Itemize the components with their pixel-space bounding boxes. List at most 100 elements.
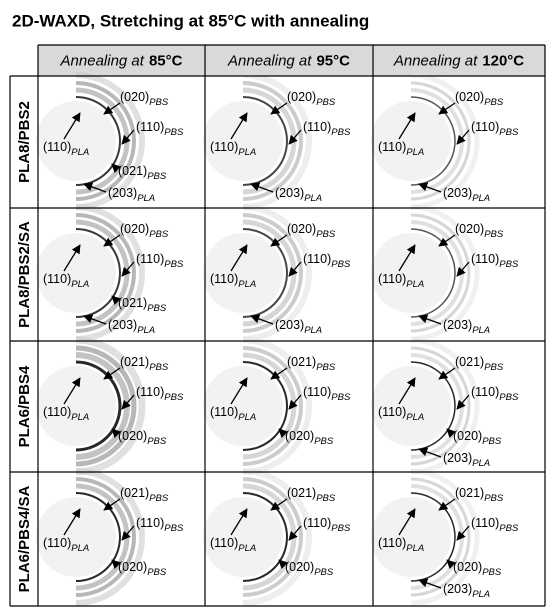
diffraction-ring: [75, 345, 137, 467]
label-arrow: [83, 182, 107, 193]
column-header: Annealing at 120°C: [393, 52, 524, 69]
reflection-phase: PBS: [331, 259, 351, 270]
reflection-label: (110)PLA: [210, 405, 256, 422]
reflection-phase: PLA: [71, 543, 89, 554]
label-arrow: [111, 428, 122, 439]
reflection-index: (020): [453, 560, 482, 574]
diffraction-glow: [36, 233, 116, 313]
reflection-phase: PBS: [147, 303, 167, 314]
reflection-phase: PBS: [316, 493, 336, 504]
reflection-label: (020)PBS: [285, 560, 334, 577]
label-arrow: [103, 367, 121, 380]
reflection-phase: PBS: [484, 362, 504, 373]
reflection-label: (110)PBS: [471, 516, 519, 533]
reflection-label: (203)PLA: [443, 451, 490, 468]
label-arrow: [250, 182, 274, 193]
diffraction-ring: [410, 72, 480, 210]
reflection-label: (021)PBS: [287, 486, 336, 503]
label-arrow: [111, 295, 122, 306]
header-prefix: Annealing at: [60, 52, 145, 69]
diffraction-glow: [36, 101, 116, 181]
diffraction-ring: [242, 228, 288, 318]
diffraction-ring: [75, 204, 145, 342]
label-arrow: [456, 129, 470, 145]
label-arrow: [456, 525, 470, 541]
reflection-label: (110)PBS: [136, 385, 184, 402]
reflection-phase: PBS: [164, 392, 184, 403]
reflection-label: (110)PLA: [43, 536, 89, 553]
reflection-label: (203)PLA: [275, 318, 322, 335]
reflection-label: (020)PBS: [118, 429, 167, 446]
label-arrow: [103, 234, 121, 247]
label-arrow: [230, 112, 248, 140]
reflection-phase: PLA: [472, 325, 490, 336]
reflection-index: (110): [136, 516, 164, 530]
label-arrow: [438, 498, 456, 511]
reflection-label: (110)PLA: [378, 140, 424, 157]
header-temp: 85°C: [149, 52, 183, 69]
reflection-index: (110): [43, 536, 71, 550]
column-header: Annealing at 85°C: [60, 52, 183, 69]
label-arrow: [288, 394, 302, 410]
diffraction-ring: [75, 477, 136, 597]
reflection-phase: PBS: [149, 362, 169, 373]
diffraction-ring: [75, 492, 121, 582]
label-arrow: [288, 261, 302, 277]
label-arrow: [121, 129, 135, 145]
label-arrow: [63, 244, 81, 272]
reflection-label: (110)PBS: [471, 120, 519, 137]
diffraction-ring: [410, 228, 456, 318]
diffraction-ring: [242, 346, 303, 466]
reflection-phase: PBS: [316, 362, 336, 373]
reflection-index: (110): [378, 140, 406, 154]
reflection-phase: PBS: [484, 229, 504, 240]
diffraction-ring: [242, 468, 312, 606]
label-arrow: [456, 394, 470, 410]
reflection-index: (110): [303, 385, 331, 399]
reflection-label: (020)PBS: [453, 429, 502, 446]
reflection-index: (020): [287, 90, 316, 104]
diffraction-glow: [371, 366, 451, 446]
column-header: Annealing at 95°C: [227, 52, 350, 69]
reflection-phase: PLA: [238, 147, 256, 158]
row-label: PLA6/PBS4: [16, 365, 33, 447]
reflection-phase: PLA: [238, 279, 256, 290]
reflection-index: (110): [210, 536, 238, 550]
reflection-label: (110)PBS: [136, 516, 184, 533]
diffraction-ring: [242, 204, 312, 342]
diffraction-glow: [371, 233, 451, 313]
reflection-label: (020)PBS: [287, 222, 336, 239]
reflection-label: (203)PLA: [108, 318, 155, 335]
reflection-label: (110)PBS: [471, 252, 519, 269]
reflection-phase: PBS: [316, 97, 336, 108]
label-arrow: [270, 367, 288, 380]
reflection-index: (021): [118, 164, 147, 178]
label-arrow: [288, 129, 302, 145]
diffraction-ring: [410, 96, 456, 186]
reflection-index: (021): [120, 486, 149, 500]
label-arrow: [438, 367, 456, 380]
diffraction-ring: [75, 81, 136, 201]
reflection-phase: PLA: [472, 193, 490, 204]
reflection-index: (020): [120, 222, 149, 236]
reflection-index: (203): [443, 582, 472, 596]
label-arrow: [103, 102, 121, 115]
diffraction-ring: [75, 468, 145, 606]
diffraction-ring: [242, 96, 288, 186]
label-arrow: [418, 182, 442, 193]
diffraction-ring: [75, 336, 146, 476]
reflection-index: (020): [455, 222, 484, 236]
reflection-phase: PBS: [331, 523, 351, 534]
reflection-label: (020)PBS: [455, 90, 504, 107]
diffraction-glow: [203, 366, 283, 446]
label-arrow: [398, 244, 416, 272]
reflection-index: (020): [453, 429, 482, 443]
reflection-label: (110)PLA: [210, 536, 256, 553]
diffraction-ring: [410, 81, 471, 201]
label-arrow: [456, 261, 470, 277]
reflection-phase: PBS: [482, 567, 502, 578]
label-arrow: [278, 428, 289, 439]
diffraction-ring: [410, 477, 471, 597]
diffraction-glow: [36, 366, 116, 446]
